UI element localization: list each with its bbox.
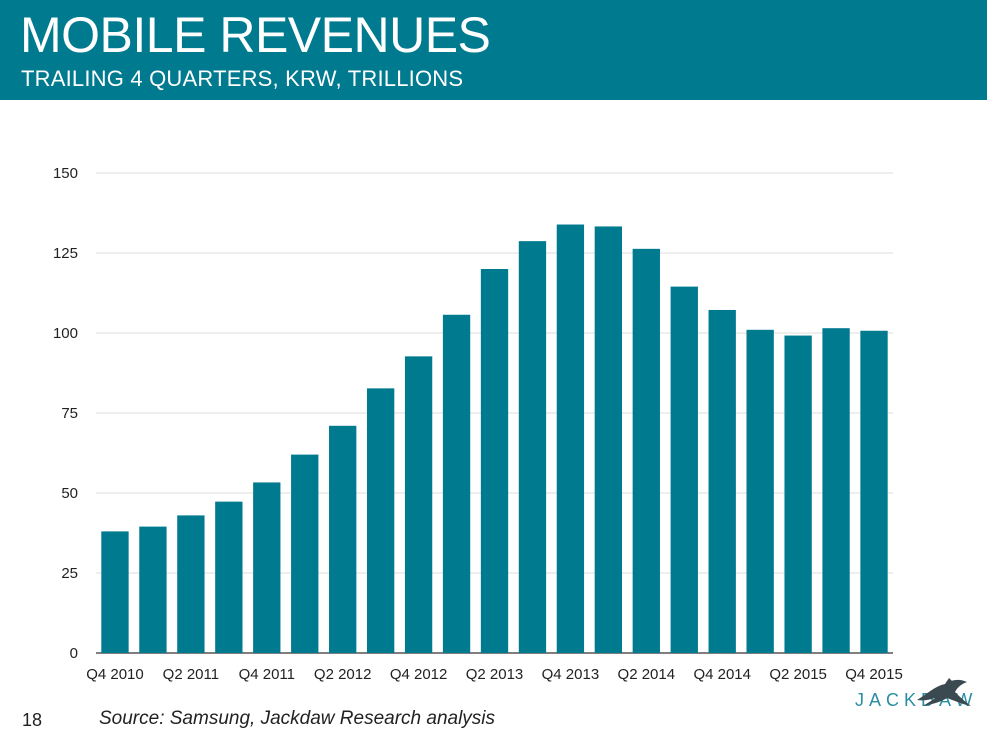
source-note: Source: Samsung, Jackdaw Research analys… [99, 708, 496, 729]
bar-q2-2014 [632, 248, 660, 653]
y-tick-label: 0 [70, 645, 78, 662]
bar-q2-2013 [480, 269, 509, 653]
y-tick-label: 125 [53, 245, 78, 262]
bar-q1-2014 [594, 226, 623, 653]
x-tick-label: Q2 2013 [466, 666, 524, 683]
page-subtitle: TRAILING 4 QUARTERS, KRW, TRILLIONS [21, 66, 464, 91]
y-tick-label: 75 [61, 405, 78, 422]
x-tick-label: Q2 2011 [163, 666, 219, 683]
x-tick-label: Q4 2015 [845, 666, 903, 683]
bar-q2-2012 [329, 425, 357, 653]
bar-q4-2010 [101, 531, 129, 653]
jackdaw-bird-icon [917, 678, 971, 706]
x-tick-label: Q4 2012 [390, 666, 448, 683]
x-tick-label: Q4 2013 [542, 666, 600, 683]
x-tick-label: Q4 2014 [693, 666, 751, 683]
page-title: MOBILE REVENUES [20, 7, 491, 63]
bar-q1-2015 [746, 329, 774, 653]
bar-q4-2014 [708, 309, 736, 653]
bar-q1-2011 [139, 526, 167, 653]
bar-q2-2015 [784, 335, 812, 653]
bar-q4-2013 [556, 224, 585, 653]
x-tick-label: Q2 2015 [769, 666, 827, 683]
y-tick-label: 100 [53, 325, 78, 342]
x-tick-label: Q2 2014 [618, 666, 676, 683]
page-number: 18 [22, 710, 43, 730]
bar-q3-2011 [215, 501, 243, 653]
bar-q4-2011 [253, 482, 281, 653]
x-tick-label: Q4 2010 [86, 666, 144, 683]
bar-q1-2013 [442, 314, 471, 653]
x-tick-label: Q2 2012 [314, 666, 372, 683]
bar-q3-2013 [518, 241, 547, 653]
y-tick-label: 150 [53, 165, 78, 182]
y-tick-label: 50 [61, 485, 78, 502]
header-banner: MOBILE REVENUES TRAILING 4 QUARTERS, KRW… [0, 0, 987, 100]
bar-q4-2015 [860, 330, 888, 653]
bar-q4-2012 [404, 356, 433, 653]
bar-q3-2014 [670, 286, 698, 653]
bar-q1-2012 [291, 454, 319, 653]
x-tick-label: Q4 2011 [239, 666, 295, 683]
y-tick-label: 25 [61, 565, 78, 582]
bar-q3-2015 [822, 328, 850, 653]
bar-q2-2011 [177, 515, 205, 653]
bar-q3-2012 [366, 388, 395, 653]
